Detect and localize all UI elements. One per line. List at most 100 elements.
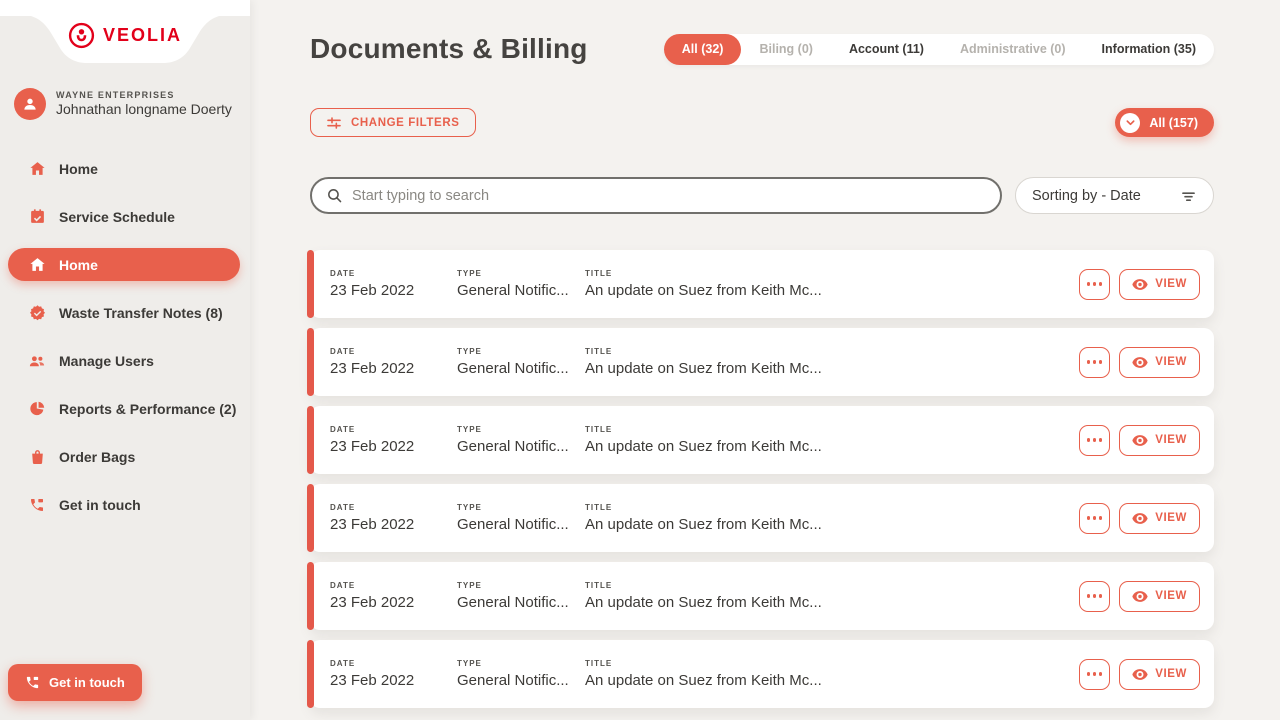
date-value: 23 Feb 2022 xyxy=(330,594,415,611)
sorting-dropdown[interactable]: Sorting by - Date xyxy=(1015,177,1214,214)
sidebar-item-get-in-touch[interactable]: Get in touch xyxy=(8,488,240,521)
sidebar-item-waste-transfer-notes[interactable]: Waste Transfer Notes (8) xyxy=(8,296,240,329)
sidebar-item-order-bags[interactable]: Order Bags xyxy=(8,440,240,473)
toolbar: CHANGE FILTERS All (157) xyxy=(310,108,1214,137)
sidebar-item-label: Order Bags xyxy=(59,448,136,465)
sidebar-item-label: Manage Users xyxy=(59,352,154,369)
row-actions: VIEW xyxy=(1079,580,1214,612)
ellipsis-icon xyxy=(1086,594,1091,598)
eye-icon xyxy=(1132,590,1148,603)
home-icon xyxy=(28,160,46,178)
title-cell: TITLE An update on Suez from Keith Mc... xyxy=(585,581,1079,611)
title-value: An update on Suez from Keith Mc... xyxy=(585,360,822,377)
type-column-label: TYPE xyxy=(457,659,482,668)
row-accent-bar xyxy=(307,640,314,708)
type-cell: TYPE General Notific... xyxy=(457,425,585,455)
filter-dropdown-button[interactable]: All (157) xyxy=(1115,108,1214,137)
sidebar-item-home-active[interactable]: Home xyxy=(8,248,240,281)
date-cell: DATE 23 Feb 2022 xyxy=(330,503,457,533)
type-column-label: TYPE xyxy=(457,269,482,278)
more-options-button[interactable] xyxy=(1079,424,1111,456)
view-button[interactable]: VIEW xyxy=(1119,502,1200,534)
chevron-down-icon xyxy=(1120,112,1141,133)
date-cell: DATE 23 Feb 2022 xyxy=(330,425,457,455)
get-in-touch-label: Get in touch xyxy=(49,675,125,690)
phone-icon xyxy=(25,675,40,690)
title-value: An update on Suez from Keith Mc... xyxy=(585,438,822,455)
title-column-label: TITLE xyxy=(585,347,613,356)
tab-information[interactable]: Information (35) xyxy=(1084,34,1214,65)
title-column-label: TITLE xyxy=(585,425,613,434)
sidebar-nav: Home Service Schedule Home Waste Transfe… xyxy=(0,152,250,536)
more-options-button[interactable] xyxy=(1079,502,1111,534)
row-accent-bar xyxy=(307,250,314,318)
search-row: Sorting by - Date xyxy=(310,177,1214,214)
sort-icon xyxy=(1180,189,1197,203)
date-column-label: DATE xyxy=(330,347,356,356)
tab-all[interactable]: All (32) xyxy=(663,33,742,65)
row-actions: VIEW xyxy=(1079,658,1214,690)
sidebar-item-label: Reports & Performance (2) xyxy=(59,400,237,417)
row-actions: VIEW xyxy=(1079,424,1214,456)
date-value: 23 Feb 2022 xyxy=(330,282,415,299)
document-row: DATE 23 Feb 2022 TYPE General Notific...… xyxy=(307,328,1214,396)
date-cell: DATE 23 Feb 2022 xyxy=(330,269,457,299)
more-options-button[interactable] xyxy=(1079,658,1111,690)
type-column-label: TYPE xyxy=(457,347,482,356)
row-accent-bar xyxy=(307,562,314,630)
title-column-label: TITLE xyxy=(585,581,613,590)
tab-billing[interactable]: Biling (0) xyxy=(741,34,830,65)
tab-account[interactable]: Account (11) xyxy=(831,34,942,65)
user-meta: WAYNE ENTERPRISES Johnathan longname Doe… xyxy=(56,90,232,119)
more-options-button[interactable] xyxy=(1079,580,1111,612)
badge-check-icon xyxy=(28,304,46,322)
change-filters-button[interactable]: CHANGE FILTERS xyxy=(310,108,476,137)
date-cell: DATE 23 Feb 2022 xyxy=(330,347,457,377)
sidebar-item-service-schedule[interactable]: Service Schedule xyxy=(8,200,240,233)
bag-icon xyxy=(28,448,46,466)
row-actions: VIEW xyxy=(1079,502,1214,534)
get-in-touch-button[interactable]: Get in touch xyxy=(8,664,142,701)
eye-icon xyxy=(1132,668,1148,681)
search-box xyxy=(310,177,1002,214)
document-row: DATE 23 Feb 2022 TYPE General Notific...… xyxy=(307,406,1214,474)
eye-icon xyxy=(1132,356,1148,369)
pie-chart-icon xyxy=(28,400,46,418)
view-button-label: VIEW xyxy=(1155,356,1187,368)
sidebar-item-label: Home xyxy=(59,160,98,177)
title-cell: TITLE An update on Suez from Keith Mc... xyxy=(585,347,1079,377)
tab-administrative[interactable]: Administrative (0) xyxy=(942,34,1084,65)
view-button[interactable]: VIEW xyxy=(1119,346,1200,378)
change-filters-label: CHANGE FILTERS xyxy=(351,116,460,129)
sidebar-item-reports-performance[interactable]: Reports & Performance (2) xyxy=(8,392,240,425)
view-button[interactable]: VIEW xyxy=(1119,424,1200,456)
type-cell: TYPE General Notific... xyxy=(457,581,585,611)
document-row: DATE 23 Feb 2022 TYPE General Notific...… xyxy=(307,562,1214,630)
sidebar-top-band xyxy=(0,0,250,16)
more-options-button[interactable] xyxy=(1079,268,1111,300)
type-value: General Notific... xyxy=(457,438,569,455)
search-input[interactable] xyxy=(352,187,986,204)
ellipsis-icon xyxy=(1086,438,1091,442)
ellipsis-icon xyxy=(1086,360,1091,364)
view-button-label: VIEW xyxy=(1155,512,1187,524)
type-column-label: TYPE xyxy=(457,581,482,590)
sidebar-item-manage-users[interactable]: Manage Users xyxy=(8,344,240,377)
home-icon xyxy=(28,256,46,274)
view-button[interactable]: VIEW xyxy=(1119,580,1200,612)
document-row: DATE 23 Feb 2022 TYPE General Notific...… xyxy=(307,640,1214,708)
title-value: An update on Suez from Keith Mc... xyxy=(585,594,822,611)
title-value: An update on Suez from Keith Mc... xyxy=(585,672,822,689)
type-cell: TYPE General Notific... xyxy=(457,347,585,377)
date-column-label: DATE xyxy=(330,503,356,512)
row-accent-bar xyxy=(307,328,314,396)
more-options-button[interactable] xyxy=(1079,346,1111,378)
user-chip[interactable]: WAYNE ENTERPRISES Johnathan longname Doe… xyxy=(14,88,240,120)
document-row: DATE 23 Feb 2022 TYPE General Notific...… xyxy=(307,484,1214,552)
search-icon xyxy=(326,187,343,204)
view-button[interactable]: VIEW xyxy=(1119,268,1200,300)
type-cell: TYPE General Notific... xyxy=(457,659,585,689)
sidebar-item-home[interactable]: Home xyxy=(8,152,240,185)
filter-dropdown-label: All (157) xyxy=(1149,115,1198,130)
view-button[interactable]: VIEW xyxy=(1119,658,1200,690)
